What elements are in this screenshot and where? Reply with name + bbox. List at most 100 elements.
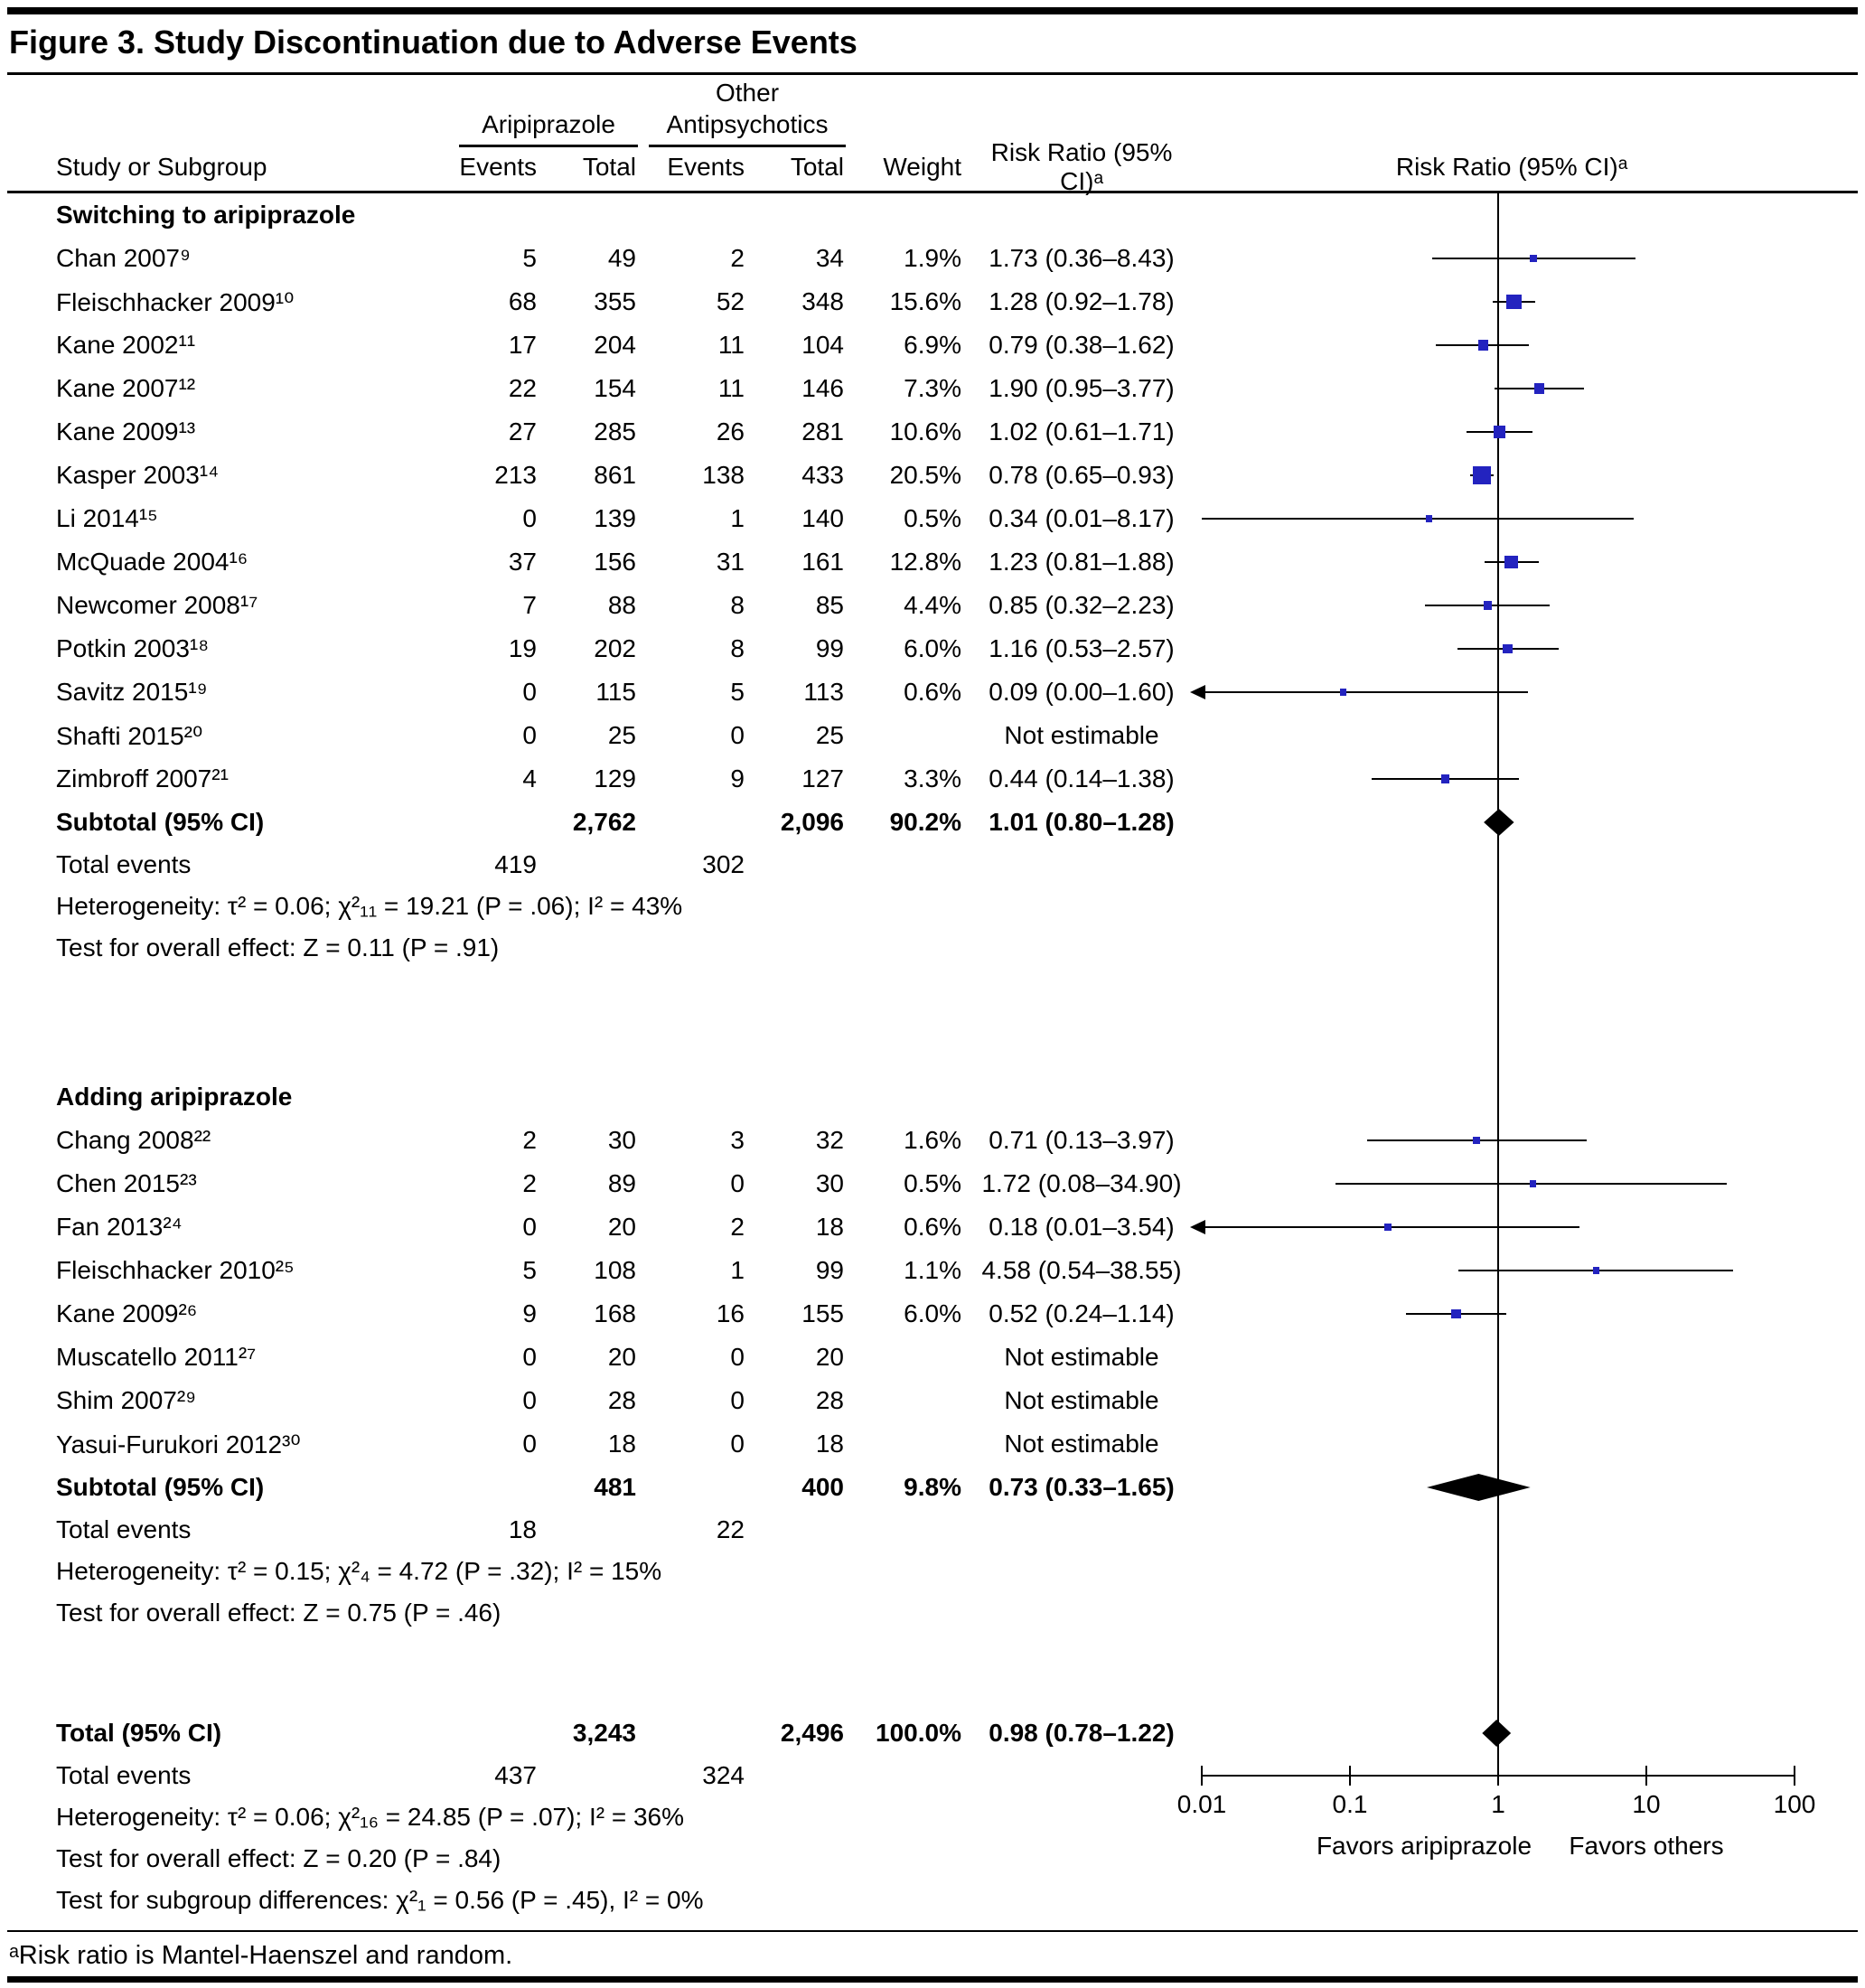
pooled-diamond-marker	[1427, 1474, 1531, 1501]
study-label: Fleischhacker 2010²⁵	[56, 1256, 295, 1284]
other-events-value: 138	[702, 461, 745, 489]
other-total-value: 348	[801, 287, 844, 315]
other-total-value: 113	[803, 678, 844, 706]
study-label: Kane 2009¹³	[56, 417, 196, 445]
total-events-label: Total events	[56, 1515, 192, 1543]
aripiprazole-events-value: 0	[522, 1386, 537, 1414]
other-events-value: 1	[730, 1256, 745, 1284]
aripiprazole-events-value: 213	[494, 461, 537, 489]
subtotal-row-label: Subtotal (95% CI)	[56, 1473, 265, 1501]
weight-value: 6.0%	[904, 1299, 961, 1327]
risk-ratio-value: 1.02 (0.61–1.71)	[989, 417, 1175, 445]
aripiprazole-group-label: Aripiprazole	[459, 110, 638, 147]
other-total-events-value: 324	[702, 1761, 745, 1789]
ci-plot-cell	[1195, 1292, 1829, 1336]
aripiprazole-events-value: 0	[522, 1343, 537, 1371]
weight-value: 10.6%	[889, 417, 961, 445]
other-events-value: 9	[730, 764, 745, 792]
aripiprazole-events-value: 0	[522, 1213, 537, 1241]
ci-plot-cell	[1195, 1422, 1829, 1466]
risk-ratio-value: 1.72 (0.08–34.90)	[981, 1169, 1182, 1197]
weight-value	[851, 1401, 969, 1402]
other-events-value: 0	[730, 1386, 745, 1414]
other-total-value: 25	[815, 721, 844, 749]
study-label: Muscatello 2011²⁷	[56, 1343, 257, 1371]
overall-effect-row: Test for overall effect: Z = 0.75 (P = .…	[0, 1592, 1865, 1634]
total-events-row: Total events 18 22	[0, 1509, 1865, 1551]
risk-ratio-value: 0.52 (0.24–1.14)	[989, 1299, 1175, 1327]
study-label: Kane 2009²⁶	[56, 1299, 198, 1327]
risk-ratio-value: 0.44 (0.14–1.38)	[989, 764, 1175, 792]
bottom-rule	[7, 1976, 1858, 1983]
point-estimate-marker	[1441, 774, 1450, 783]
ci-plot-cell	[1195, 1379, 1829, 1422]
study-label: Li 2014¹⁵	[56, 504, 158, 532]
header-row-other: Other	[0, 75, 1865, 108]
subgroup-header-row: Adding aripiprazole	[0, 1075, 1865, 1119]
other-total-value: 155	[801, 1299, 844, 1327]
total-events-label: Total events	[56, 850, 192, 878]
weight-value: 0.6%	[904, 1213, 961, 1241]
study-row: Fleischhacker 2010²⁵ 5 108 1 99 1.1% 4.58 (0.5…	[0, 1249, 1865, 1292]
heterogeneity-row: Heterogeneity: τ² = 0.06; χ²₁₁ = 19.21 (…	[0, 886, 1865, 927]
study-row: Shim 2007²⁹ 0 28 0 28 Not estimable	[0, 1379, 1865, 1422]
weight-value: 0.5%	[904, 504, 961, 532]
ci-plot-cell	[1190, 1205, 1829, 1249]
heterogeneity-row: Heterogeneity: τ² = 0.15; χ²₄ = 4.72 (P …	[0, 1551, 1865, 1592]
study-label: Savitz 2015¹⁹	[56, 678, 208, 706]
study-row: Kane 2007¹² 22 154 11 146 7.3% 1.90 (0.95–3.77…	[0, 367, 1865, 410]
study-row: McQuade 2004¹⁶ 37 156 31 161 12.8% 1.23 (0.81–…	[0, 540, 1865, 584]
risk-ratio-value: 0.79 (0.38–1.62)	[989, 331, 1175, 359]
point-estimate-marker	[1592, 1267, 1600, 1274]
study-label: Chan 2007⁹	[56, 244, 191, 272]
risk-ratio-value: 0.73 (0.33–1.65)	[989, 1473, 1175, 1501]
point-estimate-marker	[1504, 555, 1519, 569]
study-label: Chang 2008²²	[56, 1126, 211, 1154]
ci-plot-cell	[1195, 410, 1829, 454]
other-antipsychotics-label-line2: Antipsychotics	[649, 110, 846, 147]
aripiprazole-events-value: 22	[508, 374, 537, 402]
other-total-value: 18	[815, 1213, 844, 1241]
aripiprazole-events-value: 4	[522, 764, 537, 792]
other-total-value: 30	[815, 1169, 844, 1197]
aripiprazole-total-value: 49	[607, 244, 636, 272]
study-label: Newcomer 2008¹⁷	[56, 591, 258, 619]
aripiprazole-total-value: 2,762	[572, 808, 636, 836]
ci-plot-cell	[1195, 1336, 1829, 1379]
weight-value: 6.0%	[904, 634, 961, 662]
other-total-events-value: 22	[716, 1515, 745, 1543]
other-total-value: 20	[815, 1343, 844, 1371]
aripiprazole-total-value: 154	[594, 374, 636, 402]
study-row: Chang 2008²² 2 30 3 32 1.6% 0.71 (0.13–3.97)	[0, 1119, 1865, 1162]
other-events-value: 11	[717, 331, 745, 359]
study-row: Chen 2015²³ 2 89 0 30 0.5% 1.72 (0.08–34.90)	[0, 1162, 1865, 1205]
aripiprazole-events-value: 5	[522, 1256, 537, 1284]
footnote-rule	[7, 1930, 1858, 1932]
aripiprazole-total-value: 861	[594, 461, 636, 489]
ci-plot-cell	[1195, 237, 1829, 280]
risk-ratio-value: Not estimable	[1004, 1430, 1159, 1458]
weight-value: 1.9%	[904, 244, 961, 272]
study-row: Li 2014¹⁵ 0 139 1 140 0.5% 0.34 (0.01–8.17)	[0, 497, 1865, 540]
study-row: Savitz 2015¹⁹ 0 115 5 113 0.6% 0.09 (0.00–1.60…	[0, 670, 1865, 714]
study-row: Zimbroff 2007²¹ 4 129 9 127 3.3% 0.44 (0.14–1.…	[0, 757, 1865, 801]
heterogeneity-row-text: Heterogeneity: τ² = 0.15; χ²₄ = 4.72 (P …	[56, 1557, 662, 1585]
ci-plot-cell	[1195, 714, 1829, 757]
study-row: Potkin 2003¹⁸ 19 202 8 99 6.0% 1.16 (0.53–2.57…	[0, 627, 1865, 670]
total-overall-effect-row: Test for overall effect: Z = 0.20 (P = .…	[0, 1838, 1865, 1880]
point-estimate-marker	[1339, 689, 1347, 696]
figure-title: Figure 3. Study Discontinuation due to A…	[9, 23, 858, 61]
study-row: Shafti 2015²⁰ 0 25 0 25 Not estimable	[0, 714, 1865, 757]
risk-ratio-value: 1.28 (0.92–1.78)	[989, 287, 1175, 315]
aripiprazole-total-events-value: 18	[508, 1515, 537, 1543]
top-rule	[7, 7, 1858, 14]
study-label: Shim 2007²⁹	[56, 1386, 197, 1414]
weight-value: 15.6%	[889, 287, 961, 315]
risk-ratio-value: 0.85 (0.32–2.23)	[989, 591, 1175, 619]
aripiprazole-events-value: 0	[522, 1430, 537, 1458]
weight-value: 9.8%	[904, 1473, 961, 1501]
risk-ratio-value: Not estimable	[1004, 721, 1159, 749]
other-total-value: 2,096	[780, 808, 844, 836]
subgroup-header-row: Switching to aripiprazole	[0, 193, 1865, 237]
ci-plot-cell	[1195, 497, 1829, 540]
